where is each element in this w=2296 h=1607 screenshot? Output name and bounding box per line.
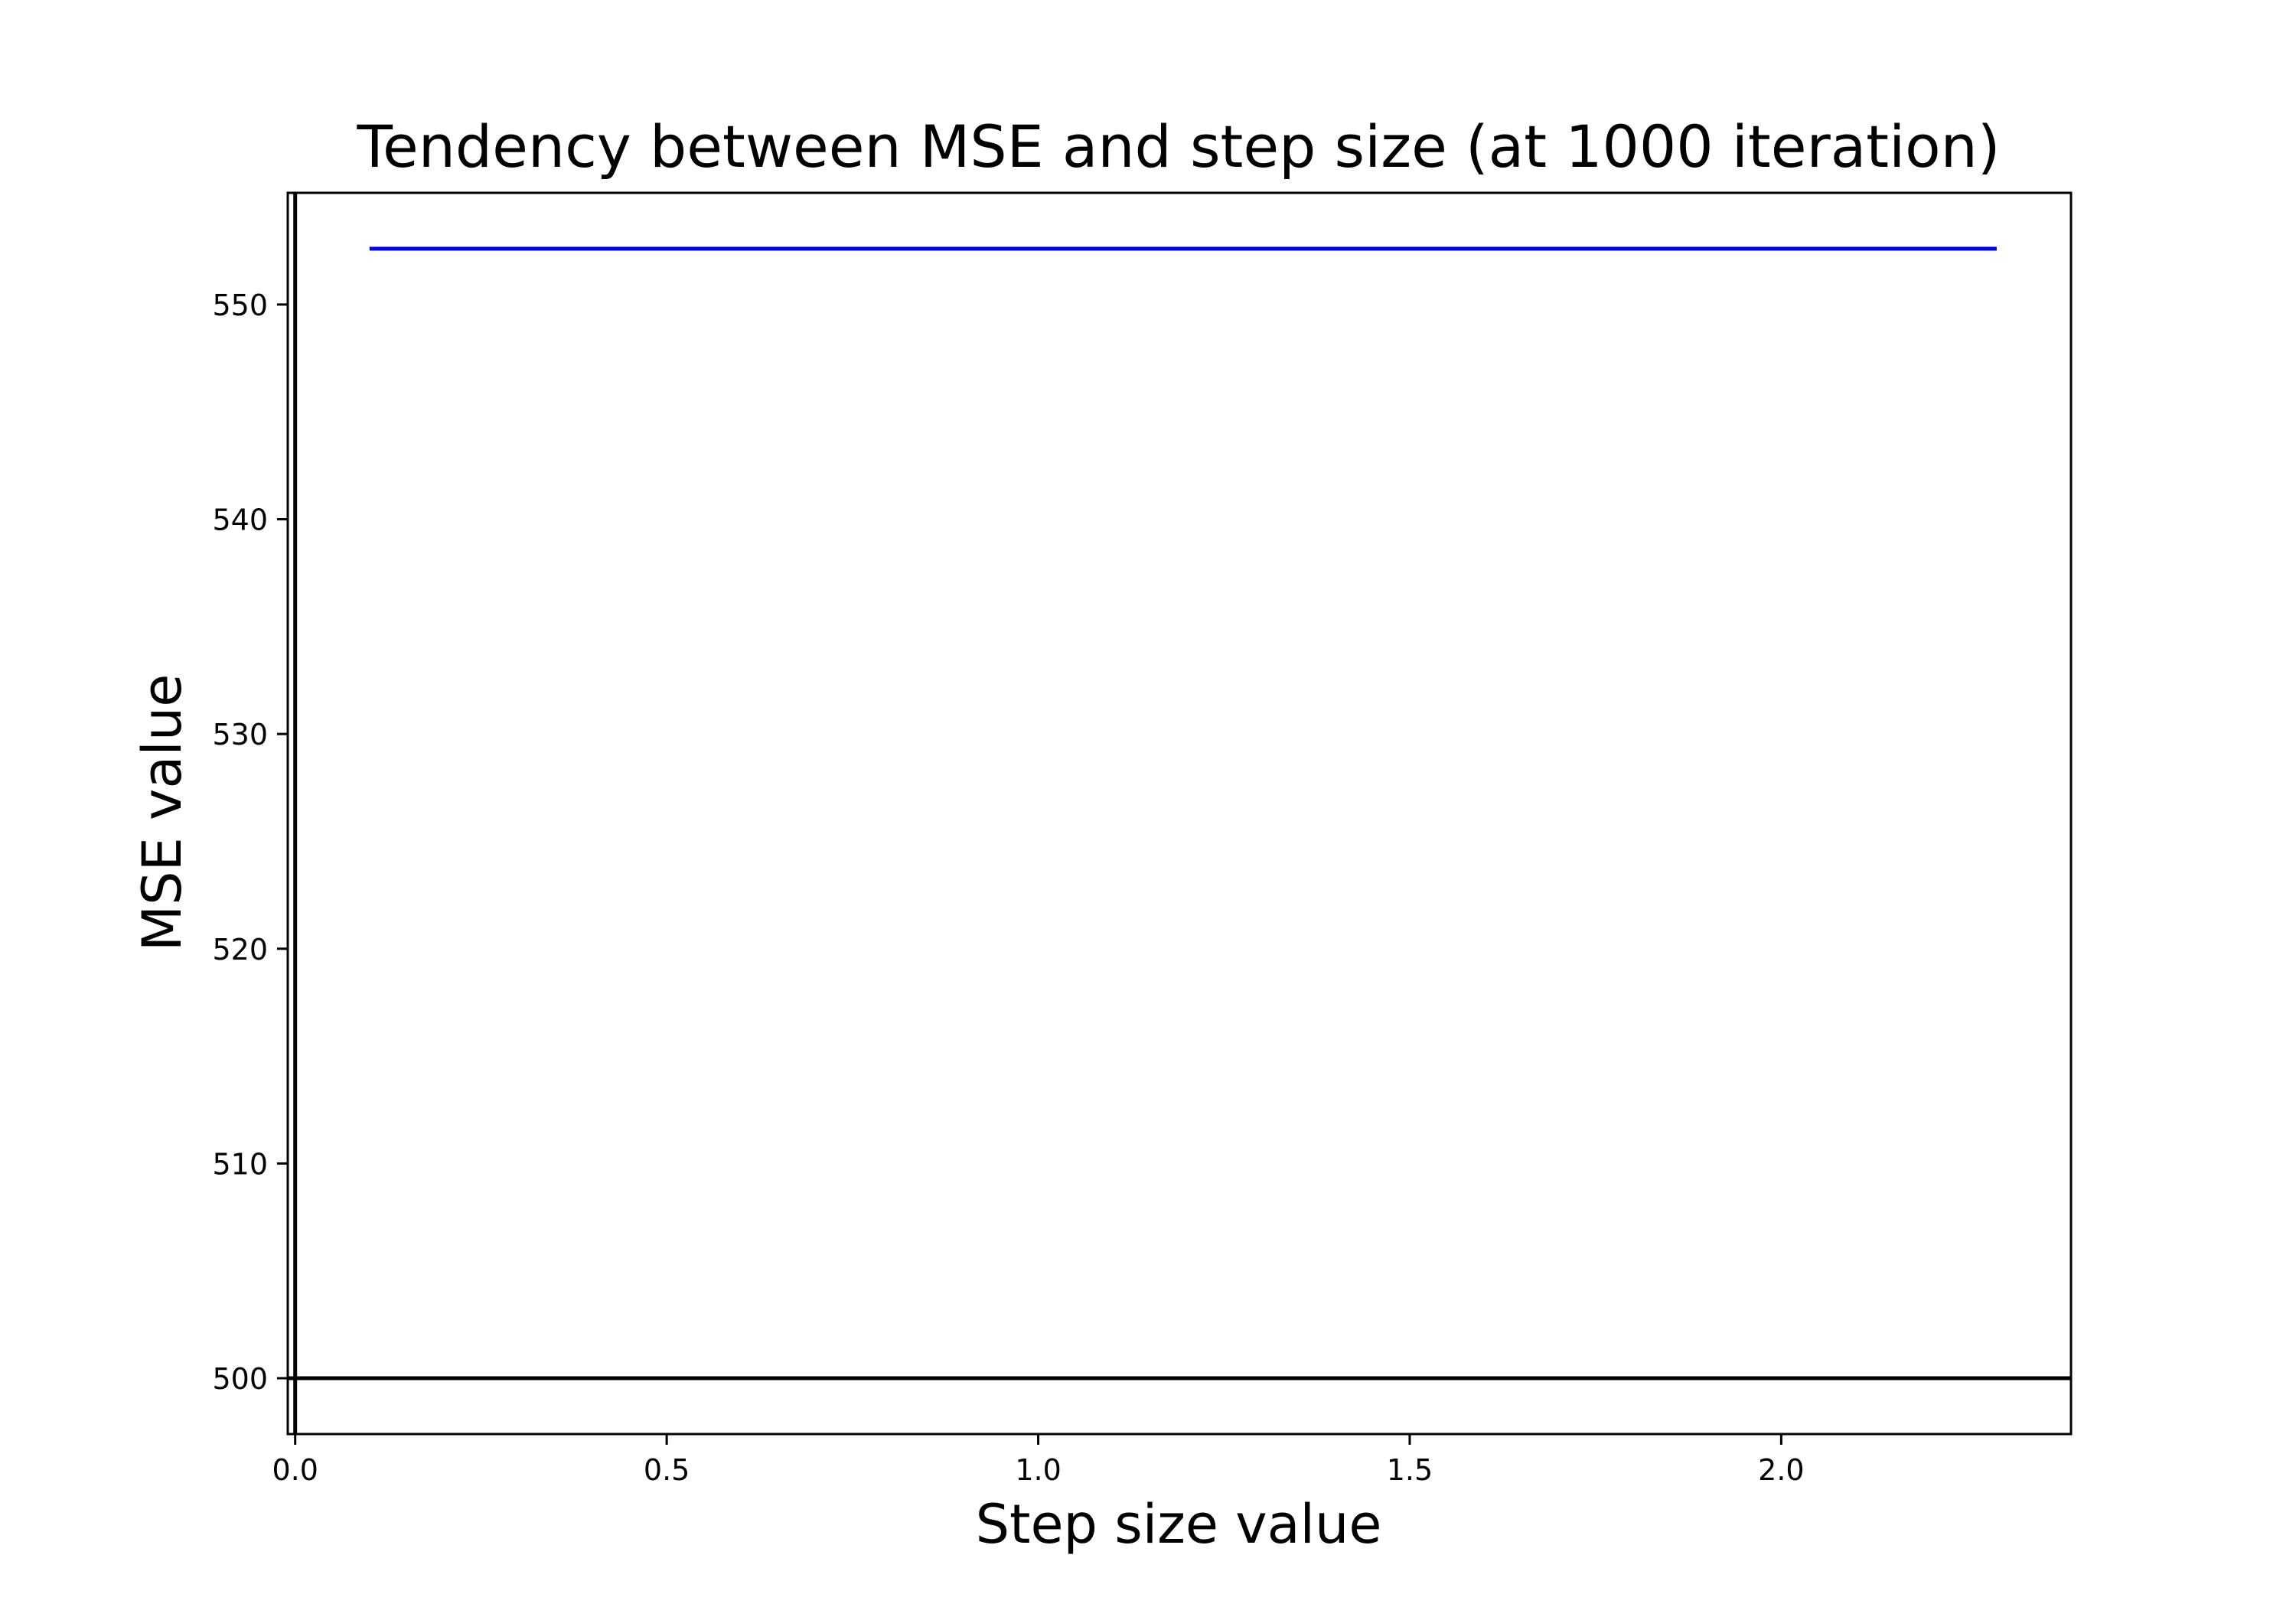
x-tick-label: 0.0 xyxy=(272,1453,318,1487)
chart-title: Tendency between MSE and step size (at 1… xyxy=(357,112,2001,181)
x-tick-label: 1.5 xyxy=(1387,1453,1433,1487)
y-tick-label: 550 xyxy=(212,288,268,322)
y-tick-label: 500 xyxy=(212,1362,268,1396)
y-axis-label: MSE value xyxy=(131,674,194,952)
x-axis-label: Step size value xyxy=(976,1493,1382,1556)
y-tick-label: 530 xyxy=(212,718,268,751)
x-tick-label: 1.0 xyxy=(1015,1453,1061,1487)
y-tick-label: 540 xyxy=(212,504,268,537)
axes-frame xyxy=(286,191,2073,1436)
x-tick-label: 2.0 xyxy=(1758,1453,1804,1487)
plot-area: 0.0 0.5 1.0 1.5 2.0 500 510 520 530 540 550 xyxy=(212,191,2073,1487)
x-tick-label: 0.5 xyxy=(644,1453,690,1487)
y-tick-label: 510 xyxy=(212,1147,268,1181)
y-tick-label: 520 xyxy=(212,933,268,966)
